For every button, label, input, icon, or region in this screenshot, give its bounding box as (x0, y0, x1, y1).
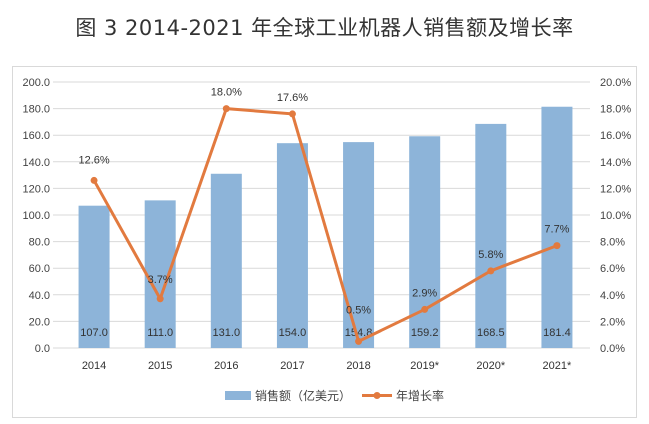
y-right-tick: 4.0% (600, 290, 625, 302)
line-point (355, 337, 363, 345)
x-tick: 2017 (280, 360, 304, 372)
y-left-tick: 100.0 (22, 210, 50, 222)
legend-line-label: 年增长率 (396, 388, 444, 403)
line-label: 2.9% (412, 287, 437, 299)
bar (78, 205, 110, 348)
x-tick: 2021* (543, 360, 572, 372)
line-label: 7.7% (544, 224, 569, 236)
x-tick: 2019* (410, 360, 439, 372)
y-right-tick: 8.0% (600, 237, 625, 249)
bar-label: 107.0 (80, 327, 108, 339)
bar (276, 143, 308, 348)
bar (210, 173, 242, 348)
bar-label: 154.0 (279, 327, 307, 339)
y-left-tick: 20.0 (29, 316, 50, 328)
bar-label: 154.8 (345, 327, 373, 339)
y-right-tick: 20.0% (600, 77, 631, 89)
line-label: 0.5% (346, 304, 371, 316)
bar (144, 200, 176, 348)
bar-label: 181.4 (543, 327, 571, 339)
chart-frame (12, 66, 637, 418)
y-left-tick: 60.0 (29, 263, 50, 275)
legend-line-marker (373, 392, 381, 399)
x-tick: 2014 (82, 360, 106, 372)
line-point (487, 267, 495, 275)
x-tick: 2015 (148, 360, 172, 372)
line-point (90, 176, 98, 184)
line-label: 12.6% (78, 154, 109, 166)
legend-bar-swatch (225, 391, 251, 400)
y-right-tick: 10.0% (600, 210, 631, 222)
bar (475, 123, 507, 349)
line-point (222, 105, 230, 113)
line-point (288, 110, 296, 118)
line-label: 3.7% (148, 274, 173, 286)
growth-line (92, 107, 558, 344)
line-point (421, 305, 429, 313)
bar-label: 131.0 (213, 327, 241, 339)
y-left-tick: 40.0 (29, 290, 50, 302)
line-point (156, 295, 164, 303)
bar-label: 159.2 (411, 327, 439, 339)
bar (541, 106, 573, 348)
bar (343, 142, 375, 348)
y-right-tick: 0.0% (600, 343, 625, 355)
line-point (553, 242, 561, 250)
chart-title: 图 3 2014-2021 年全球工业机器人销售额及增长率 (75, 16, 574, 40)
y-right-tick: 18.0% (600, 104, 631, 116)
y-left-tick: 200.0 (22, 77, 50, 89)
y-right-tick: 14.0% (600, 157, 631, 169)
x-tick: 2018 (346, 360, 370, 372)
line-label: 5.8% (478, 249, 503, 261)
y-right-tick: 6.0% (600, 263, 625, 275)
y-right-tick: 16.0% (600, 130, 631, 142)
line-label: 18.0% (211, 87, 242, 99)
x-tick: 2016 (214, 360, 238, 372)
y-left-tick: 180.0 (22, 104, 50, 116)
line-label: 17.6% (277, 92, 308, 104)
y-left-tick: 80.0 (29, 237, 50, 249)
y-right-tick: 2.0% (600, 316, 625, 328)
y-right-tick: 12.0% (600, 183, 631, 195)
bar-label: 111.0 (147, 327, 173, 339)
y-left-tick: 120.0 (22, 183, 50, 195)
x-tick: 2020* (476, 360, 505, 372)
y-left-tick: 0.0 (35, 343, 50, 355)
y-left-tick: 140.0 (22, 157, 50, 169)
y-left-tick: 160.0 (22, 130, 50, 142)
bar-label: 168.5 (477, 327, 505, 339)
legend-bar-label: 销售额（亿美元） (255, 388, 351, 403)
